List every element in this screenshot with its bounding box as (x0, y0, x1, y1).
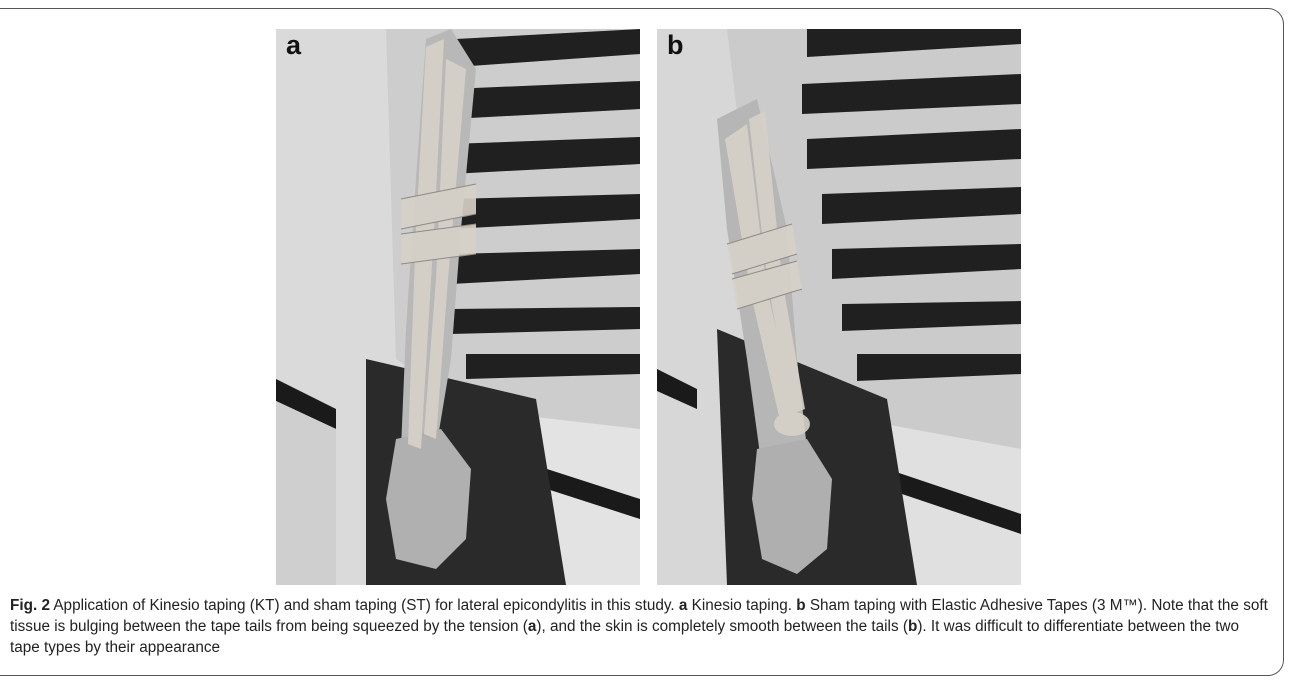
caption-ref-a: a (527, 618, 537, 635)
caption-label-a: a (678, 597, 688, 614)
figure-frame (0, 8, 1284, 676)
figure-caption: Fig. 2 Application of Kinesio taping (KT… (10, 595, 1272, 658)
panel-label-a: a (286, 30, 302, 60)
photo-a-illustration (276, 29, 640, 585)
photo-panel-a: a (276, 29, 640, 585)
panel-label-b: b (667, 30, 684, 60)
caption-intro: Application of Kinesio taping (KT) and s… (49, 597, 679, 614)
caption-text-a: Kinesio taping. (687, 597, 797, 614)
caption-fig-label: Fig. 2 (10, 597, 50, 614)
caption-ref-b: b (907, 618, 918, 635)
photo-b-illustration (657, 29, 1021, 585)
photo-panel-b: b (657, 29, 1021, 585)
caption-middle-text: ), and the skin is completely smooth bet… (536, 618, 908, 635)
caption-text-b: Sham taping with Elastic Adhesive Tapes … (10, 597, 1268, 635)
caption-end-text: ). It was difficult to differentiate bet… (10, 618, 1240, 656)
caption-label-b: b (796, 597, 806, 614)
